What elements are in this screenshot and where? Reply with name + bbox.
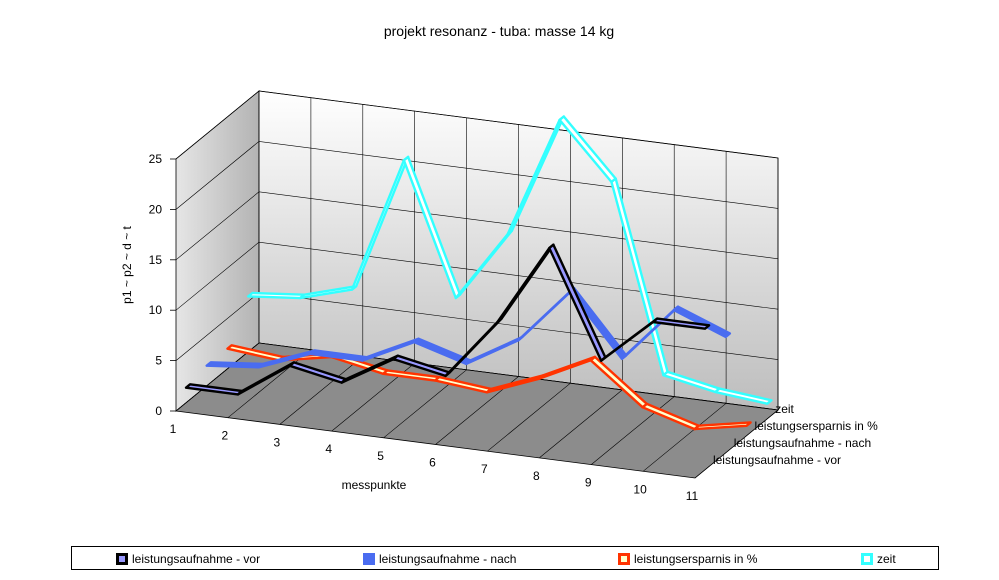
x-tick-label: 6: [429, 456, 436, 470]
line-segment: [205, 361, 264, 369]
z-tick-label: leistungsersparnis in %: [754, 419, 878, 433]
x-tick-label: 1: [170, 422, 177, 436]
x-tick-label: 8: [533, 469, 540, 483]
legend-entry-ersparnis: leistungsersparnis in %: [618, 551, 757, 567]
z-tick-label: leistungsaufnahme - nach: [734, 436, 871, 450]
x-tick-label: 7: [481, 462, 488, 476]
z-tick-label: leistungsaufnahme - vor: [713, 453, 841, 467]
y-tick-label: 5: [155, 354, 162, 368]
chart-series: [184, 115, 773, 431]
series-0: [184, 243, 711, 396]
legend-label-vor: leistungsaufnahme - vor: [132, 552, 261, 566]
x-gridline-floor: [487, 382, 571, 452]
legend-swatch-zeit: [861, 553, 873, 565]
chart-ticks: 0 5 10 15 20 25 1 2 3 4 5 6 7 8 9 10 11 leistungsaufnahme…: [149, 152, 879, 503]
x-gridline-floor: [642, 403, 727, 472]
x-gridline-floor: [539, 389, 623, 459]
legend-entry-nach: leistungsaufnahme - nach: [363, 551, 516, 567]
x-tick-label: 10: [633, 482, 647, 496]
legend-label-zeit: zeit: [877, 552, 896, 566]
y-tick-label: 0: [155, 404, 162, 418]
x-gridline-floor: [694, 409, 779, 479]
line-segment: [714, 387, 773, 405]
x-gridline-floor: [279, 356, 363, 425]
x-tick-label: 5: [377, 449, 384, 463]
x-axis-title: messpunkte: [342, 478, 407, 492]
line-segment: [672, 305, 732, 339]
x-tick-label: 3: [273, 435, 280, 449]
x-tick-label: 4: [325, 442, 332, 456]
line-segment: [693, 421, 752, 431]
x-tick-label: 11: [686, 489, 699, 503]
legend-label-nach: leistungsaufnahme - nach: [379, 552, 517, 566]
y-axis-title: p1 ~ p2 ~ d ~ t: [120, 225, 134, 303]
legend-entry-vor: leistungsaufnahme - vor: [116, 551, 260, 567]
y-tick-label: 15: [149, 253, 163, 267]
line-segment: [246, 291, 306, 300]
chart-legend: leistungsaufnahme - vor leistungsaufnahm…: [71, 546, 939, 570]
x-gridline-floor: [227, 349, 312, 418]
legend-swatch-ersparnis: [618, 553, 630, 565]
y-tick-label: 25: [149, 152, 163, 166]
chart-title: projekt resonanz - tuba: masse 14 kg: [384, 23, 614, 39]
legend-label-ersparnis: leistungsersparnis in %: [634, 552, 758, 566]
legend-entry-zeit: zeit: [861, 551, 896, 567]
x-tick-label: 9: [585, 476, 592, 490]
line-segment: [651, 317, 711, 330]
legend-swatch-vor: [116, 553, 128, 565]
x-gridline-floor: [175, 342, 260, 412]
x-tick-label: 2: [222, 429, 229, 443]
y-tick-label: 20: [149, 202, 163, 216]
x-gridline-floor: [591, 396, 675, 465]
legend-swatch-nach: [363, 553, 375, 565]
series-3: [246, 115, 773, 405]
chart-gridlines: [175, 90, 779, 479]
z-tick-label: zeit: [775, 402, 794, 416]
y-tick-label: 10: [149, 303, 163, 317]
